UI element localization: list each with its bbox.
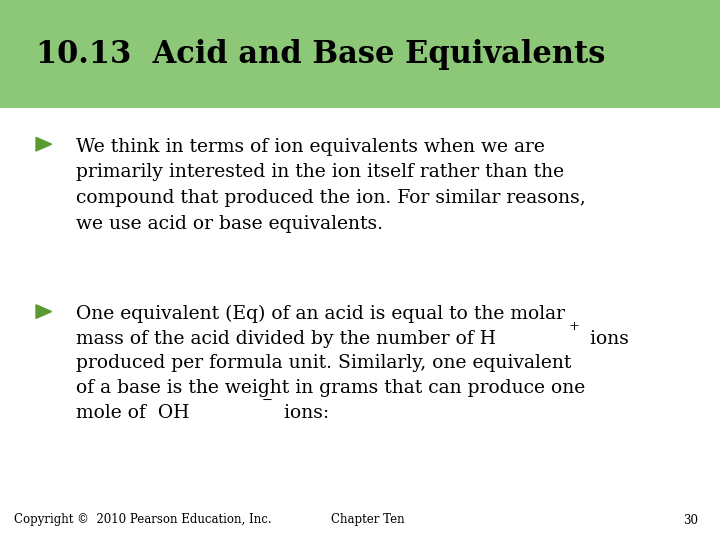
Text: 30: 30 — [683, 514, 698, 526]
Bar — [0, 0, 720, 108]
Text: of a base is the weight in grams that can produce one: of a base is the weight in grams that ca… — [76, 379, 585, 397]
Text: +: + — [569, 320, 580, 333]
Text: −: − — [262, 394, 273, 407]
Text: mole of  OH: mole of OH — [76, 403, 189, 422]
Text: Chapter Ten: Chapter Ten — [331, 514, 405, 526]
Text: 10.13  Acid and Base Equivalents: 10.13 Acid and Base Equivalents — [36, 38, 606, 70]
Text: ions:: ions: — [278, 403, 329, 422]
Text: One equivalent (Eq) of an acid is equal to the molar: One equivalent (Eq) of an acid is equal … — [76, 305, 564, 323]
Polygon shape — [36, 305, 52, 319]
Text: We think in terms of ion equivalents when we are
primarily interested in the ion: We think in terms of ion equivalents whe… — [76, 138, 585, 233]
Text: produced per formula unit. Similarly, one equivalent: produced per formula unit. Similarly, on… — [76, 354, 571, 373]
Text: mass of the acid divided by the number of H: mass of the acid divided by the number o… — [76, 330, 495, 348]
Text: Copyright ©  2010 Pearson Education, Inc.: Copyright © 2010 Pearson Education, Inc. — [14, 514, 272, 526]
Polygon shape — [36, 137, 52, 151]
Text: ions: ions — [585, 330, 629, 348]
